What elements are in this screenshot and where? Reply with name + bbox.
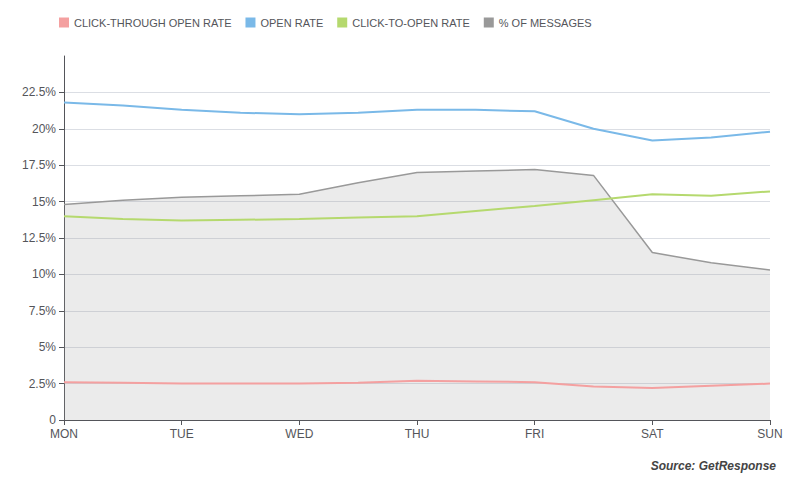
svg-text:7.5%: 7.5% [29,304,57,318]
svg-text:Source: GetResponse: Source: GetResponse [651,459,777,473]
svg-text:MON: MON [50,427,78,441]
svg-text:OPEN RATE: OPEN RATE [260,17,323,29]
svg-text:2.5%: 2.5% [29,377,57,391]
svg-text:WED: WED [285,427,313,441]
svg-text:17.5%: 17.5% [22,158,56,172]
svg-text:12.5%: 12.5% [22,231,56,245]
svg-text:CLICK-TO-OPEN RATE: CLICK-TO-OPEN RATE [352,17,470,29]
svg-text:SAT: SAT [641,427,664,441]
svg-text:0: 0 [49,413,56,427]
svg-text:5%: 5% [39,340,57,354]
svg-text:20%: 20% [32,122,56,136]
svg-text:THU: THU [405,427,430,441]
svg-text:CLICK-THROUGH OPEN RATE: CLICK-THROUGH OPEN RATE [74,17,231,29]
svg-text:22.5%: 22.5% [22,85,56,99]
svg-text:15%: 15% [32,195,56,209]
svg-text:FRI: FRI [525,427,544,441]
svg-text:10%: 10% [32,267,56,281]
svg-text:% OF MESSAGES: % OF MESSAGES [499,17,592,29]
svg-text:SUN: SUN [757,427,782,441]
svg-text:TUE: TUE [170,427,194,441]
